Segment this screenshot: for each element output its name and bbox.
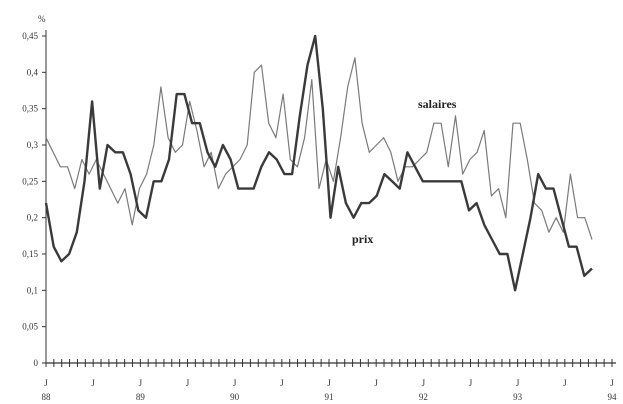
x-tick-label-year: 89 — [136, 392, 146, 402]
series-annotation-prix: prix — [352, 232, 373, 246]
y-tick-label: 0,15 — [22, 249, 38, 259]
series-line-salaires — [45, 57, 593, 240]
y-tick-label: 0,4 — [27, 67, 39, 77]
y-tick-label: 0,25 — [22, 176, 38, 186]
y-tick-label: 0,3 — [27, 140, 39, 150]
y-tick-label: 0,05 — [22, 322, 38, 332]
x-tick-label-month: J — [516, 378, 520, 388]
series-lines — [44, 34, 593, 292]
x-axis: J 88 J J 89 J J 90 J J 91 J J 92 J J 93 J J 94 — [42, 359, 618, 402]
y-tick-label: 0 — [34, 358, 39, 368]
x-tick-label-year: 91 — [325, 392, 334, 402]
x-tick-label-year: 90 — [230, 392, 240, 402]
y-tick-label: 0,45 — [22, 31, 38, 41]
y-tick-label: 0,2 — [27, 213, 38, 223]
series-annotation-salaires: salaires — [418, 97, 457, 111]
series-annotations: salaires prix — [352, 97, 457, 246]
y-axis: % 0 0,05 0,1 0,15 0,2 0,25 0,3 0,35 0,4 0,45 — [22, 14, 47, 368]
x-tick-label-month: J — [91, 378, 95, 388]
x-tick-label-month: J — [327, 378, 331, 388]
x-tick-label-year: 92 — [419, 392, 428, 402]
x-tick-label-year: 93 — [513, 392, 523, 402]
x-tick-label-month: J — [233, 378, 237, 388]
x-tick-label-year: 94 — [608, 392, 618, 402]
x-tick-label-month: J — [280, 378, 284, 388]
x-tick-label-month: J — [563, 378, 567, 388]
x-tick-label-month: J — [186, 378, 190, 388]
x-tick-label-month: J — [44, 378, 48, 388]
x-tick-label-month: J — [374, 378, 378, 388]
x-tick-label-month: J — [422, 378, 426, 388]
x-tick-label-month: J — [139, 378, 143, 388]
y-tick-label: 0,35 — [22, 104, 38, 114]
y-tick-label: 0,1 — [27, 285, 38, 295]
series-line-prix — [44, 34, 593, 292]
x-tick-label-month: J — [610, 378, 614, 388]
y-axis-unit-label: % — [38, 14, 46, 24]
x-tick-label-month: J — [469, 378, 473, 388]
x-tick-label-year: 88 — [42, 392, 52, 402]
